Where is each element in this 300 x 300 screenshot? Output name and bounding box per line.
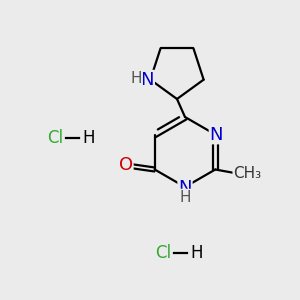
Text: CH₃: CH₃ (233, 166, 261, 181)
Text: N: N (210, 125, 223, 143)
Text: H: H (130, 71, 142, 86)
Text: H: H (83, 129, 95, 147)
Text: O: O (118, 157, 133, 175)
Text: Cl: Cl (47, 129, 63, 147)
Text: H: H (179, 190, 191, 205)
Text: H: H (191, 244, 203, 262)
Text: Cl: Cl (155, 244, 171, 262)
Text: N: N (141, 71, 154, 89)
Text: N: N (178, 179, 192, 197)
